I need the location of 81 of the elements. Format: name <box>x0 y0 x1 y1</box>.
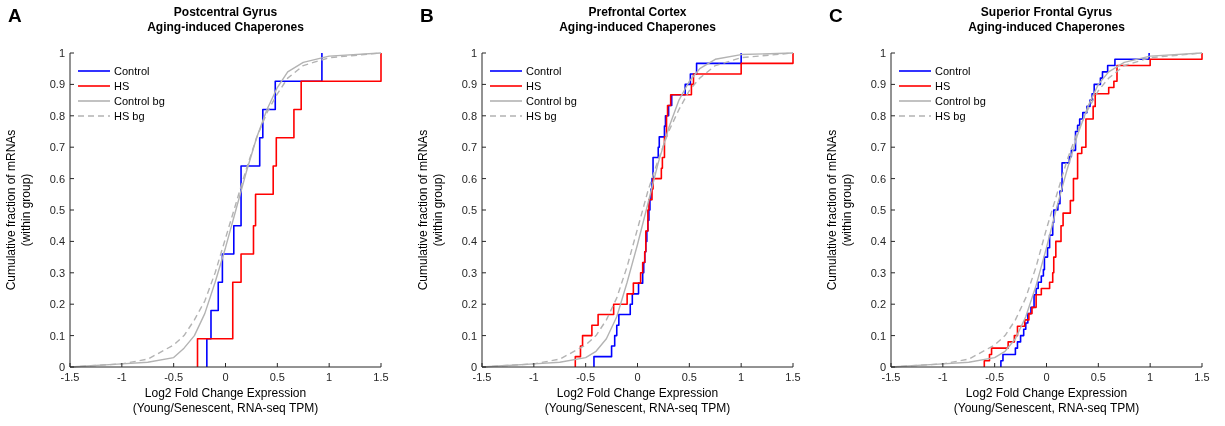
y-tick-label: 1 <box>879 47 886 59</box>
x-tick-label: 0 <box>1043 371 1050 383</box>
legend-label: HS bg <box>114 110 145 122</box>
y-axis-title: Cumulative fraction of mRNAs (within group) <box>416 129 445 291</box>
y-tick-label: 0.5 <box>870 204 886 216</box>
y-axis-title: Cumulative fraction of mRNAs (within group) <box>825 129 854 291</box>
y-tick-label: 0.1 <box>49 329 65 342</box>
x-tick-label: -1 <box>937 371 948 383</box>
y-tick-label: 1 <box>470 47 477 59</box>
legend-label: Control <box>526 65 562 77</box>
y-tick-label: 0.3 <box>49 266 65 279</box>
x-axis-title: Log2 Fold Change Expression (Young/Senescent, RNA-seq TPM) <box>544 386 731 415</box>
y-tick-label: 0.8 <box>870 109 886 122</box>
x-tick-label: 1.5 <box>785 371 801 383</box>
y-tick-label: 0.2 <box>461 298 477 311</box>
x-tick-label: 0.5 <box>269 371 285 383</box>
y-tick-label: 1 <box>58 47 65 59</box>
text: B <box>420 5 434 26</box>
x-tick-label: 1 <box>1147 371 1154 383</box>
x-tick-label: 1 <box>738 371 745 383</box>
y-tick-label: 0 <box>470 361 477 373</box>
y-tick-label: 0.6 <box>870 172 886 185</box>
legend-label: HS bg <box>935 110 966 122</box>
x-tick-label: 0 <box>634 371 641 383</box>
x-tick-label: -0.5 <box>576 371 596 383</box>
chart-title: Superior Frontal Gyrus <box>980 5 1113 19</box>
x-tick-label: -1.5 <box>881 371 901 383</box>
y-tick-label: 0.1 <box>461 329 477 342</box>
y-tick-label: 0.5 <box>461 204 477 216</box>
legend-label: HS <box>935 80 951 92</box>
y-tick-label: 0.2 <box>870 298 886 311</box>
y-tick-label: 0.4 <box>461 235 477 248</box>
y-tick-label: 0.9 <box>870 78 886 91</box>
x-axis-title: Log2 Fold Change Expression (Young/Senescent, RNA-seq TPM) <box>953 386 1140 415</box>
x-tick-label: -1.5 <box>60 371 80 383</box>
y-tick-label: 0.6 <box>461 172 477 185</box>
x-tick-label: -0.5 <box>164 371 184 383</box>
text: A <box>8 5 22 26</box>
legend-label: Control bg <box>526 95 577 107</box>
y-tick-label: 0.9 <box>49 78 65 91</box>
legend-label: Control <box>114 65 150 77</box>
x-tick-label: -1 <box>528 371 539 383</box>
y-tick-label: 0.1 <box>870 329 886 342</box>
legend-label: HS bg <box>526 110 557 122</box>
x-tick-label: 1.5 <box>1194 371 1210 383</box>
text: C <box>829 5 843 26</box>
legend-label: Control bg <box>935 95 986 107</box>
y-tick-label: 0.7 <box>461 141 477 154</box>
legend-label: Control bg <box>114 95 165 107</box>
chart-subtitle: Aging-induced Chaperones <box>968 20 1126 34</box>
chart-subtitle: Aging-induced Chaperones <box>559 20 717 34</box>
y-tick-label: 0.8 <box>49 109 65 122</box>
y-tick-label: 0.7 <box>49 141 65 154</box>
y-tick-label: 0 <box>58 361 65 373</box>
x-tick-label: 0.5 <box>1090 371 1106 383</box>
y-tick-label: 0.9 <box>461 78 477 91</box>
chart-title: Postcentral Gyrus <box>173 5 278 19</box>
x-tick-label: 0.5 <box>681 371 697 383</box>
y-tick-label: 0.6 <box>49 172 65 185</box>
x-axis-title: Log2 Fold Change Expression (Young/Senescent, RNA-seq TPM) <box>132 386 319 415</box>
legend-label: Control <box>935 65 971 77</box>
y-axis-title: Cumulative fraction of mRNAs (within group) <box>4 129 33 291</box>
y-tick-label: 0.3 <box>461 266 477 279</box>
y-tick-label: 0 <box>879 361 886 373</box>
y-tick-label: 0.5 <box>49 204 65 216</box>
legend-label: HS <box>526 80 542 92</box>
x-tick-label: -0.5 <box>985 371 1005 383</box>
y-tick-label: 0.7 <box>870 141 886 154</box>
y-tick-label: 0.4 <box>870 235 886 248</box>
x-tick-label: -1 <box>116 371 127 383</box>
x-tick-label: 0 <box>222 371 229 383</box>
y-tick-label: 0.2 <box>49 298 65 311</box>
x-tick-label: 1.5 <box>373 371 389 383</box>
legend-label: HS <box>114 80 130 92</box>
chart-subtitle: Aging-induced Chaperones <box>147 20 305 34</box>
y-tick-label: 0.8 <box>461 109 477 122</box>
chart-title: Prefrontal Cortex <box>588 5 687 19</box>
y-tick-label: 0.3 <box>870 266 886 279</box>
y-tick-label: 0.4 <box>49 235 65 248</box>
x-tick-label: -1.5 <box>472 371 492 383</box>
x-tick-label: 1 <box>326 371 333 383</box>
